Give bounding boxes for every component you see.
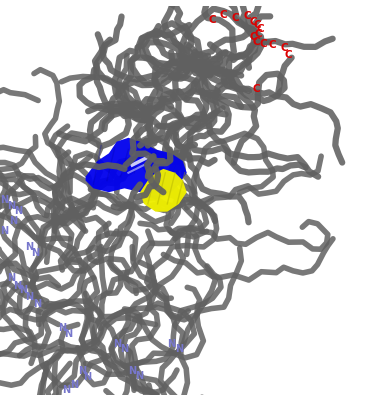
Text: N: N bbox=[62, 385, 70, 395]
Text: N: N bbox=[128, 366, 136, 376]
Text: N: N bbox=[64, 329, 72, 339]
Text: C: C bbox=[255, 28, 263, 38]
Text: N: N bbox=[31, 248, 39, 258]
Text: C: C bbox=[208, 15, 216, 25]
Text: N: N bbox=[15, 206, 23, 216]
Text: N: N bbox=[120, 344, 128, 354]
Text: C: C bbox=[254, 20, 261, 30]
Text: N: N bbox=[1, 195, 9, 205]
Polygon shape bbox=[86, 138, 187, 200]
Text: N: N bbox=[135, 371, 143, 381]
Text: C: C bbox=[268, 40, 276, 50]
Text: N: N bbox=[84, 372, 91, 382]
Text: N: N bbox=[113, 339, 121, 349]
Text: N: N bbox=[8, 201, 16, 211]
Text: N: N bbox=[33, 299, 41, 309]
Text: C: C bbox=[231, 13, 239, 23]
Text: N: N bbox=[25, 292, 33, 302]
Polygon shape bbox=[140, 169, 187, 212]
Text: N: N bbox=[25, 242, 33, 252]
Text: N: N bbox=[14, 280, 21, 290]
Text: C: C bbox=[256, 24, 264, 34]
Text: N: N bbox=[10, 216, 18, 226]
Text: C: C bbox=[220, 10, 228, 20]
Text: N: N bbox=[70, 380, 78, 390]
Text: C: C bbox=[250, 32, 258, 42]
Text: N: N bbox=[167, 339, 175, 349]
Text: C: C bbox=[280, 43, 288, 53]
Text: C: C bbox=[260, 39, 268, 49]
Text: C: C bbox=[253, 38, 261, 48]
Text: N: N bbox=[19, 285, 27, 295]
Text: N: N bbox=[1, 226, 9, 236]
Text: C: C bbox=[284, 50, 292, 60]
Text: C: C bbox=[249, 17, 257, 27]
Text: C: C bbox=[243, 11, 251, 21]
Text: C: C bbox=[253, 84, 261, 94]
Text: N: N bbox=[78, 366, 86, 376]
Text: N: N bbox=[7, 273, 15, 283]
Text: N: N bbox=[58, 323, 66, 333]
Text: N: N bbox=[175, 344, 183, 354]
